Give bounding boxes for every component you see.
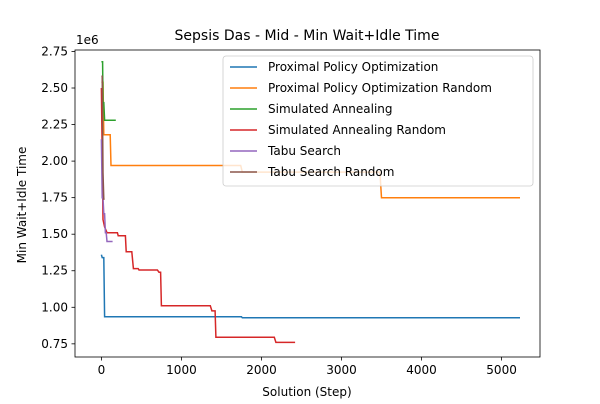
y-tick-label-0: 0.75 bbox=[41, 337, 68, 351]
x-axis-label: Solution (Step) bbox=[262, 385, 351, 399]
y-tick-label-3: 1.50 bbox=[41, 227, 68, 241]
y-tick-label-1: 1.00 bbox=[41, 300, 68, 314]
y-axis-label: Min Wait+Idle Time bbox=[15, 147, 29, 264]
legend-entry-3: Simulated Annealing Random bbox=[268, 123, 446, 137]
y-axis-offset-label: 1e6 bbox=[76, 33, 99, 47]
series-line-0 bbox=[100, 254, 520, 319]
chart-title: Sepsis Das - Mid - Min Wait+Idle Time bbox=[175, 28, 440, 44]
x-tick-label-5: 5000 bbox=[486, 363, 517, 377]
series-line-3 bbox=[100, 87, 296, 344]
x-tick-label-3: 3000 bbox=[326, 363, 357, 377]
y-tick-label-2: 1.25 bbox=[41, 264, 68, 278]
x-tick-label-0: 0 bbox=[98, 363, 106, 377]
y-tick-label-8: 2.75 bbox=[41, 44, 68, 58]
legend-entry-1: Proximal Policy Optimization Random bbox=[268, 81, 492, 95]
series-line-5 bbox=[101, 75, 105, 200]
legend-box bbox=[222, 55, 534, 187]
x-tick-label-2: 2000 bbox=[246, 363, 277, 377]
axes: 0 1000 2000 3000 4000 5000 0.75 1.00 1.25 1.50 1.7… bbox=[41, 44, 541, 377]
x-tick-label-1: 1000 bbox=[166, 363, 197, 377]
legend-entry-4: Tabu Search bbox=[267, 144, 341, 158]
legend-entry-5: Tabu Search Random bbox=[267, 165, 394, 179]
series-line-4 bbox=[100, 139, 113, 243]
legend-entry-0: Proximal Policy Optimization bbox=[268, 60, 438, 74]
legend-entry-2: Simulated Annealing bbox=[268, 102, 393, 116]
y-tick-label-7: 2.50 bbox=[41, 81, 68, 95]
y-tick-label-4: 1.75 bbox=[41, 191, 68, 205]
series-line-2 bbox=[101, 60, 116, 121]
legend: Proximal Policy Optimization Proximal Pol… bbox=[222, 55, 534, 187]
x-tick-label-4: 4000 bbox=[406, 363, 437, 377]
y-tick-label-5: 2.00 bbox=[41, 154, 68, 168]
y-tick-label-6: 2.25 bbox=[41, 118, 68, 132]
axes-frame bbox=[74, 49, 541, 358]
